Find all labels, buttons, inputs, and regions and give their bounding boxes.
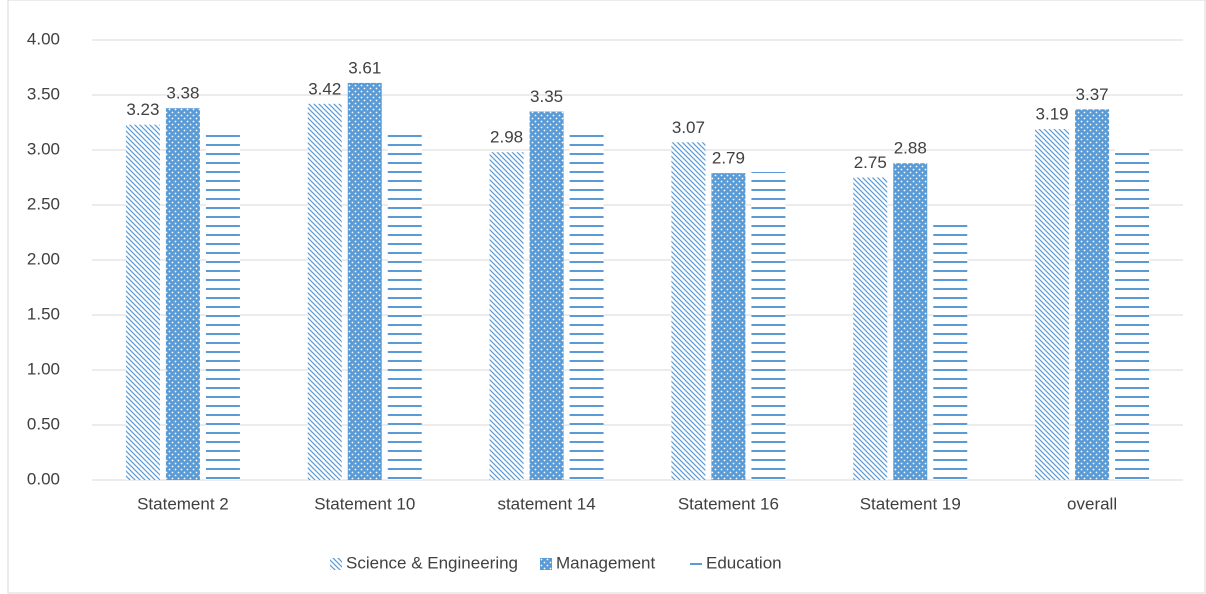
y-tick-label: 3.50 (27, 84, 60, 103)
legend-label: Education (706, 553, 782, 572)
x-tick-label: overall (1067, 494, 1117, 513)
bar (205, 130, 240, 480)
data-label: 3.37 (1076, 85, 1109, 104)
data-label: 3.35 (530, 87, 563, 106)
bar (529, 111, 564, 480)
data-label: 2.88 (894, 139, 927, 158)
bar (1035, 129, 1070, 480)
x-tick-label: statement 14 (497, 494, 595, 513)
legend-swatch (540, 558, 552, 570)
data-label: 2.98 (490, 128, 523, 147)
bar (569, 130, 604, 480)
legend-swatch (690, 563, 702, 565)
bar (1075, 109, 1110, 481)
data-label: 3.61 (348, 58, 381, 77)
bar (489, 152, 524, 480)
y-tick-label: 1.00 (27, 359, 60, 378)
bar (165, 108, 200, 480)
x-tick-label: Statement 16 (678, 494, 779, 513)
data-label: 2.75 (854, 153, 887, 172)
bar (893, 163, 928, 480)
data-label: 2.79 (712, 149, 745, 168)
legend-swatch (330, 558, 342, 570)
data-label: 3.07 (672, 118, 705, 137)
bar (853, 177, 888, 480)
bar (347, 82, 382, 481)
bar (125, 124, 160, 480)
bar (671, 142, 706, 481)
y-tick-label: 4.00 (27, 29, 60, 48)
y-tick-label: 1.50 (27, 304, 60, 323)
x-tick-label: Statement 19 (860, 494, 961, 513)
y-tick-label: 2.00 (27, 249, 60, 268)
bar (711, 173, 746, 480)
bar (1115, 147, 1150, 481)
bar (387, 130, 422, 480)
bar (307, 103, 342, 481)
chart-border (7, 0, 1206, 594)
data-label: 3.19 (1036, 105, 1069, 124)
y-tick-label: 3.00 (27, 139, 60, 158)
x-tick-label: Statement 10 (314, 494, 415, 513)
y-tick-label: 0.00 (27, 469, 60, 488)
y-tick-label: 0.50 (27, 414, 60, 433)
data-label: 3.42 (308, 79, 341, 98)
legend-label: Management (556, 553, 656, 572)
bar (933, 222, 968, 480)
y-tick-label: 2.50 (27, 194, 60, 213)
data-label: 3.38 (166, 84, 199, 103)
data-label: 3.23 (126, 100, 159, 119)
legend-label: Science & Engineering (346, 553, 518, 572)
bar (751, 172, 786, 480)
x-tick-label: Statement 2 (137, 494, 229, 513)
